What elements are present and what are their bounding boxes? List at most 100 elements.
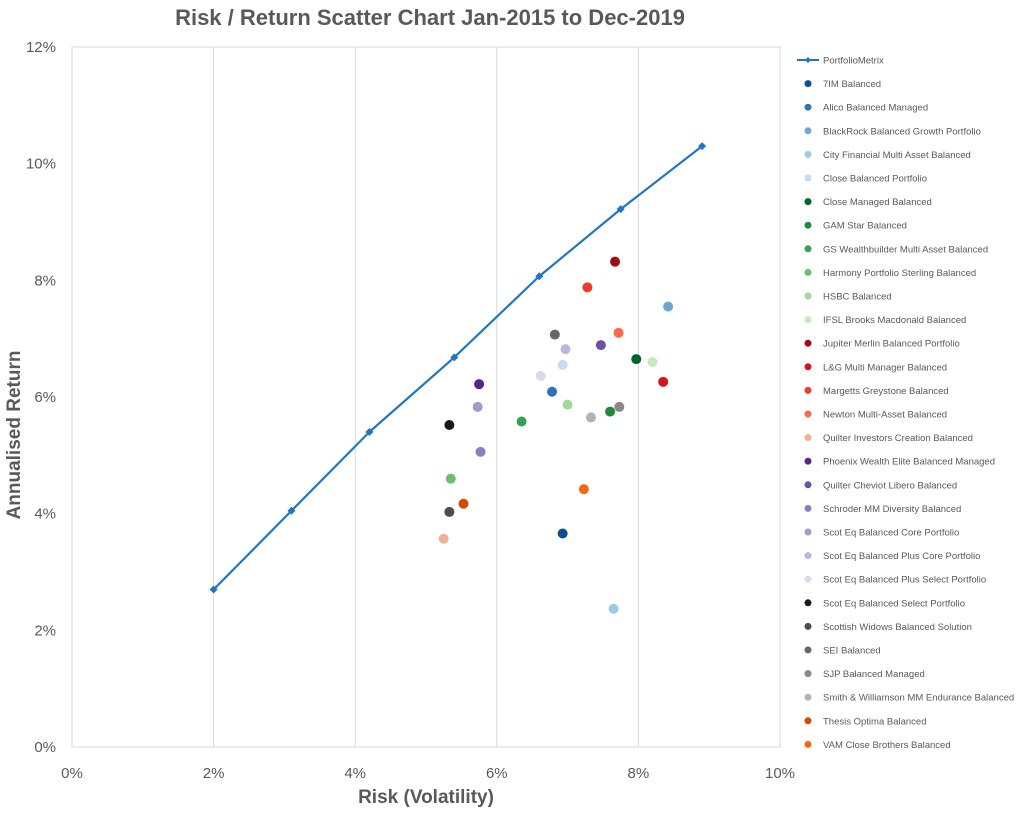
y-axis-title: Annualised Return xyxy=(4,351,25,520)
legend-label: GS Wealthbuilder Multi Asset Balanced xyxy=(823,244,988,255)
legend-marker xyxy=(804,103,812,111)
legend-item: IFSL Brooks Macdonald Balanced xyxy=(804,315,966,326)
legend-item: L&G Multi Manager Balanced xyxy=(804,362,947,373)
scatter-point xyxy=(663,301,674,312)
scatter-point xyxy=(613,327,624,338)
legend-item: Alico Balanced Managed xyxy=(804,103,928,114)
legend-marker xyxy=(804,245,812,253)
legend-marker xyxy=(804,174,812,182)
scatter-point xyxy=(444,506,455,517)
legend-marker xyxy=(804,481,812,489)
scatter-point xyxy=(475,446,486,457)
scatter-point xyxy=(631,354,642,365)
legend-item: Newton Multi-Asset Balanced xyxy=(804,410,947,421)
scatter-point xyxy=(658,376,669,387)
y-axis-ticks: 0% 2% 4% 6% 8% 10% 12% xyxy=(26,39,56,756)
legend-item: Thesis Optima Balanced xyxy=(804,716,927,727)
legend-marker xyxy=(804,434,812,442)
legend-item: VAM Close Brothers Balanced xyxy=(804,740,951,751)
legend-label: Thesis Optima Balanced xyxy=(823,716,927,727)
legend-marker xyxy=(804,150,812,158)
legend-label: GAM Star Balanced xyxy=(823,221,907,232)
legend-item: PortfolioMetrix xyxy=(797,56,884,67)
legend-label: Margetts Greystone Balanced xyxy=(823,386,949,397)
legend-item: Scot Eq Balanced Plus Core Portfolio xyxy=(804,551,980,562)
legend-label: Scot Eq Balanced Core Portfolio xyxy=(823,528,959,539)
legend-label: Quilter Investors Creation Balanced xyxy=(823,433,973,444)
legend-item: SJP Balanced Managed xyxy=(804,669,925,680)
scatter-point xyxy=(614,401,625,412)
legend-item: HSBC Balanced xyxy=(804,292,892,303)
legend-marker xyxy=(805,57,811,63)
legend-label: HSBC Balanced xyxy=(823,292,892,303)
legend-label: Close Managed Balanced xyxy=(823,197,932,208)
legend-marker xyxy=(804,552,812,560)
legend-item: Scot Eq Balanced Core Portfolio xyxy=(804,528,959,539)
legend-marker xyxy=(804,670,812,678)
scatter-point xyxy=(549,329,560,340)
legend-label: L&G Multi Manager Balanced xyxy=(823,362,947,373)
plot-area-border xyxy=(71,46,781,748)
portfoliometrix-marker xyxy=(450,353,459,362)
scatter-point xyxy=(562,399,573,410)
y-tick-label: 12% xyxy=(26,39,56,56)
y-tick-label: 10% xyxy=(26,156,56,173)
legend-item: Smith & Williamson MM Endurance Balanced xyxy=(804,693,1014,704)
legend-marker xyxy=(804,127,812,135)
scatter-point xyxy=(438,533,449,544)
scatter-point xyxy=(610,256,621,267)
legend-label: PortfolioMetrix xyxy=(823,56,884,67)
legend-marker xyxy=(804,268,812,276)
legend: PortfolioMetrix 7IM Balanced Alico Balance… xyxy=(797,56,1014,751)
legend-label: City Financial Multi Asset Balanced xyxy=(823,150,971,161)
legend-marker xyxy=(804,622,812,630)
x-axis-title: Risk (Volatility) xyxy=(358,787,494,808)
scatter-point xyxy=(535,371,546,381)
scatter-point xyxy=(557,528,568,539)
legend-marker xyxy=(804,693,812,701)
legend-item: Harmony Portfolio Sterling Balanced xyxy=(804,268,976,279)
legend-label: 7IM Balanced xyxy=(823,79,881,90)
legend-item: Margetts Greystone Balanced xyxy=(804,386,949,397)
x-tick-label: 4% xyxy=(344,765,366,782)
legend-item: GAM Star Balanced xyxy=(804,221,907,232)
scatter-point xyxy=(582,282,593,293)
legend-item: GS Wealthbuilder Multi Asset Balanced xyxy=(804,244,988,255)
scatter-point xyxy=(608,603,619,614)
legend-label: IFSL Brooks Macdonald Balanced xyxy=(823,315,966,326)
y-tick-label: 4% xyxy=(34,506,56,523)
legend-marker xyxy=(804,410,812,418)
legend-item: 7IM Balanced xyxy=(804,79,881,90)
legend-label: BlackRock Balanced Growth Portfolio xyxy=(823,126,981,137)
legend-label: Alico Balanced Managed xyxy=(823,103,928,114)
legend-item: Quilter Investors Creation Balanced xyxy=(804,433,973,444)
legend-marker xyxy=(804,717,812,725)
legend-label: Phoenix Wealth Elite Balanced Managed xyxy=(823,457,995,468)
legend-label: SJP Balanced Managed xyxy=(823,669,925,680)
scatter-point xyxy=(547,386,558,397)
scatter-point xyxy=(516,416,527,427)
portfoliometrix-line xyxy=(212,145,703,591)
portfoliometrix-marker xyxy=(535,272,544,281)
x-tick-label: 0% xyxy=(61,765,83,782)
legend-label: SEI Balanced xyxy=(823,646,881,657)
legend-item: City Financial Multi Asset Balanced xyxy=(804,150,971,161)
legend-item: Scot Eq Balanced Plus Select Portfolio xyxy=(804,575,986,586)
legend-marker xyxy=(804,292,812,300)
x-tick-label: 2% xyxy=(203,765,225,782)
legend-label: VAM Close Brothers Balanced xyxy=(823,740,951,751)
legend-item: Schroder MM Diversity Balanced xyxy=(804,504,961,515)
legend-marker xyxy=(804,316,812,324)
x-tick-label: 8% xyxy=(628,765,650,782)
legend-marker xyxy=(804,339,812,347)
scatter-point xyxy=(578,484,589,495)
x-axis-ticks: 0% 2% 4% 6% 8% 10% xyxy=(61,765,795,782)
legend-marker xyxy=(804,646,812,654)
legend-marker xyxy=(804,363,812,371)
scatter-point xyxy=(444,420,455,430)
legend-label: Quilter Cheviot Libero Balanced xyxy=(823,480,957,491)
legend-item: SEI Balanced xyxy=(804,646,881,657)
scatter-point xyxy=(595,340,606,351)
